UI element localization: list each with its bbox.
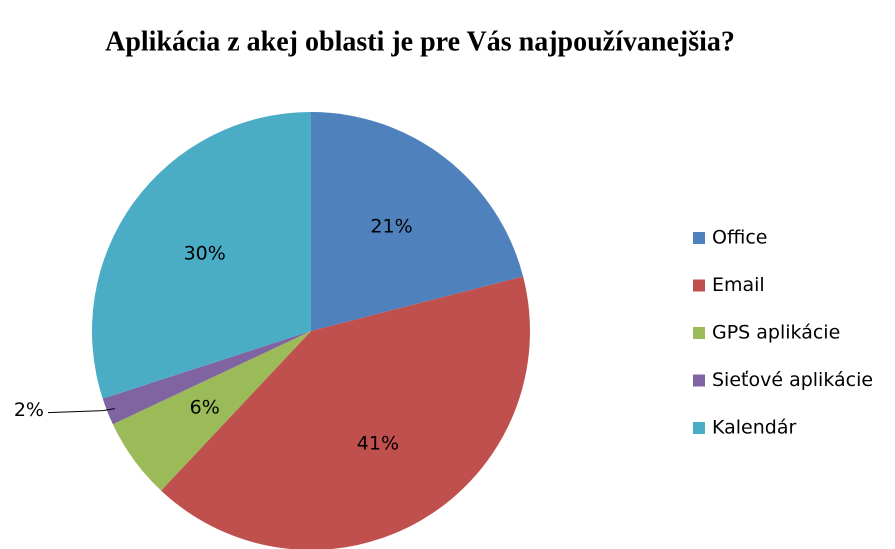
legend-label: Office [712,227,767,249]
legend-swatch [693,422,705,434]
legend-label: Email [712,274,765,296]
data-label: 30% [184,242,226,264]
pie-slice [161,276,530,549]
legend-label: GPS aplikácie [712,322,840,344]
data-label: 6% [190,397,220,419]
pie-slice [91,112,312,399]
legend-label: Sieťové aplikácie [712,369,873,391]
legend-swatch [693,232,705,244]
data-label: 41% [357,433,399,455]
data-label: 21% [370,216,412,238]
data-label: 2% [14,399,44,421]
legend-swatch [693,279,705,292]
pie-slice [311,112,524,331]
chart-title: Aplikácia z akej oblasti je pre Vás najp… [105,26,735,57]
pie-slice [112,331,312,491]
leader-line [47,408,115,414]
pie-slice [102,331,311,425]
legend-label: Kalendár [712,417,796,439]
legend-swatch [693,327,705,339]
legend-swatch [693,374,705,387]
